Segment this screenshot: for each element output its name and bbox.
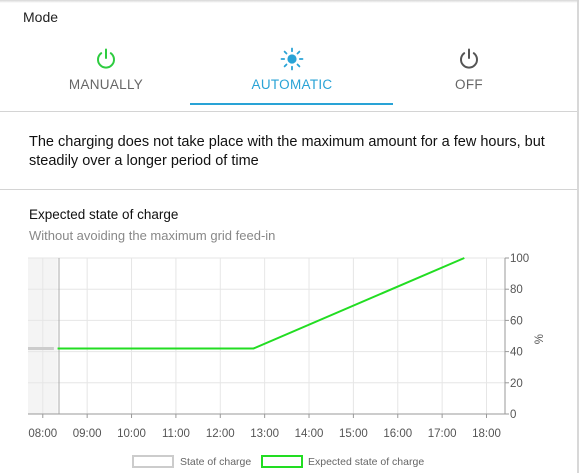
tab-off-label: OFF bbox=[455, 77, 483, 92]
x-tick-label: 11:00 bbox=[162, 428, 190, 440]
sun-icon bbox=[280, 47, 304, 71]
tab-manually[interactable]: MANUALLY bbox=[5, 38, 207, 112]
active-tab-indicator bbox=[190, 103, 393, 105]
x-tick-label: 09:00 bbox=[73, 428, 102, 440]
x-tick-label: 10:00 bbox=[117, 428, 146, 440]
chart-subtitle: Without avoiding the maximum grid feed-i… bbox=[29, 228, 276, 243]
tab-automatic[interactable]: AUTOMATIC bbox=[191, 38, 393, 112]
x-tick-label: 08:00 bbox=[28, 428, 57, 440]
x-tick-label: 12:00 bbox=[206, 428, 235, 440]
chart-title: Expected state of charge bbox=[29, 207, 179, 222]
y-tick-label: 60 bbox=[510, 315, 523, 327]
mode-description: The charging does not take place with th… bbox=[29, 134, 545, 169]
y-unit-label: % bbox=[534, 334, 546, 344]
x-tick-label: 15:00 bbox=[339, 428, 368, 440]
y-tick-label: 80 bbox=[510, 284, 523, 296]
tab-off[interactable]: OFF bbox=[368, 38, 570, 112]
legend-swatch bbox=[261, 455, 303, 468]
top-shadow bbox=[0, 0, 579, 3]
chart-legend: State of charge Expected state of charge bbox=[132, 455, 424, 468]
y-tick-label: 20 bbox=[510, 378, 523, 390]
tab-manually-label: MANUALLY bbox=[68, 77, 144, 92]
y-tick-label: 100 bbox=[510, 253, 529, 265]
tab-automatic-label: AUTOMATIC bbox=[251, 77, 333, 92]
power-icon bbox=[97, 48, 115, 69]
state-of-charge-chart: 08:00 09:00 10:00 11:00 12:00 13:00 14:00 15:00… bbox=[28, 253, 546, 468]
x-tick-label: 16:00 bbox=[383, 428, 412, 440]
x-tick-label: 13:00 bbox=[250, 428, 279, 440]
x-tick-label: 17:00 bbox=[428, 428, 457, 440]
legend-swatch bbox=[132, 455, 174, 468]
legend-label: Expected state of charge bbox=[308, 456, 424, 468]
mode-heading: Mode bbox=[23, 9, 59, 25]
x-tick-label: 18:00 bbox=[472, 428, 501, 440]
mode-tabs: MANUALLY AUTOMATIC bbox=[0, 38, 577, 112]
y-tick-label: 0 bbox=[510, 409, 516, 421]
power-icon bbox=[460, 48, 478, 69]
legend-label: State of charge bbox=[180, 456, 251, 468]
series-expected-state-of-charge bbox=[57, 257, 465, 350]
x-tick-label: 14:00 bbox=[295, 428, 324, 440]
divider bbox=[0, 189, 577, 190]
y-tick-label: 40 bbox=[510, 347, 523, 359]
